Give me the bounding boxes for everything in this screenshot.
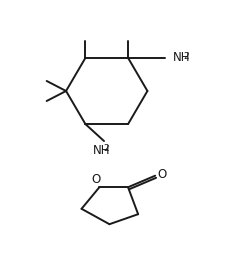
Text: O: O [158,168,167,181]
Text: NH: NH [93,144,111,157]
Text: 2: 2 [183,52,189,61]
Text: 2: 2 [103,144,109,153]
Text: NH: NH [173,51,191,64]
Text: O: O [92,173,101,186]
